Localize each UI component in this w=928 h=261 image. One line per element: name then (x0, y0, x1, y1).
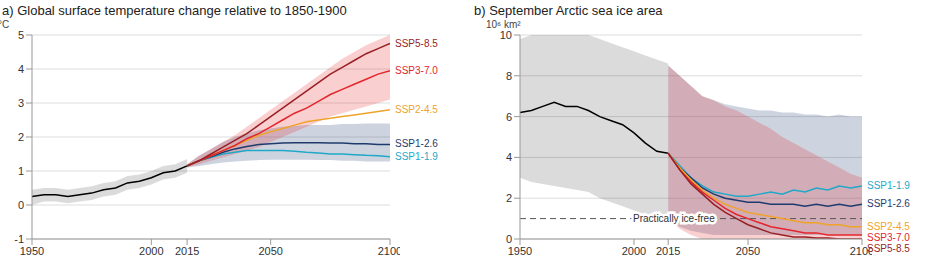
html-text:SSP5-8.5: SSP5-8.5 (395, 37, 438, 49)
svg-text:-1: -1 (14, 233, 24, 245)
svg-text:2015: 2015 (656, 245, 680, 257)
svg-text:1950: 1950 (508, 245, 532, 257)
svg-text:2000: 2000 (622, 245, 646, 257)
svg-text:5: 5 (18, 30, 24, 41)
svg-text:2: 2 (18, 131, 24, 143)
svg-text:1: 1 (18, 165, 24, 177)
svg-text:0: 0 (18, 199, 24, 211)
html-text:a) Global surface temperature: a) Global surface temperature change rel… (2, 3, 347, 18)
html-text:10⁶ km²: 10⁶ km² (486, 19, 521, 30)
svg-text:4: 4 (506, 151, 512, 163)
svg-text:4: 4 (18, 63, 24, 75)
svg-text:6: 6 (506, 111, 512, 123)
svg-text:2015: 2015 (175, 245, 199, 257)
svg-text:2: 2 (506, 192, 512, 204)
svg-text:2050: 2050 (258, 245, 282, 257)
svg-text:Practically ice-free: Practically ice-free (633, 213, 715, 224)
html-text:SSP1-2.6: SSP1-2.6 (867, 198, 910, 210)
html-text:SSP5-8.5: SSP5-8.5 (867, 242, 910, 254)
html-text:SSP1-1.9: SSP1-1.9 (867, 180, 910, 191)
svg-text:8: 8 (506, 70, 512, 82)
svg-text:0: 0 (506, 233, 512, 245)
html-text:SSP2-4.5: SSP2-4.5 (867, 220, 910, 232)
html-text:SSP1-2.6: SSP1-2.6 (395, 138, 438, 150)
html-text:b) September Arctic sea ice ar: b) September Arctic sea ice area (474, 3, 663, 18)
svg-text:2100: 2100 (378, 245, 400, 257)
html-text:SSP3-7.0: SSP3-7.0 (395, 64, 438, 76)
svg-text:1950: 1950 (20, 245, 44, 257)
svg-text:3: 3 (18, 97, 24, 109)
svg-text:10: 10 (500, 30, 512, 41)
svg-text:2050: 2050 (736, 245, 760, 257)
html-text:SSP3-7.0: SSP3-7.0 (867, 231, 910, 243)
html-text:SSP1-1.9: SSP1-1.9 (395, 150, 438, 162)
html-text:SSP2-4.5: SSP2-4.5 (395, 103, 438, 115)
svg-text:2000: 2000 (139, 245, 163, 257)
